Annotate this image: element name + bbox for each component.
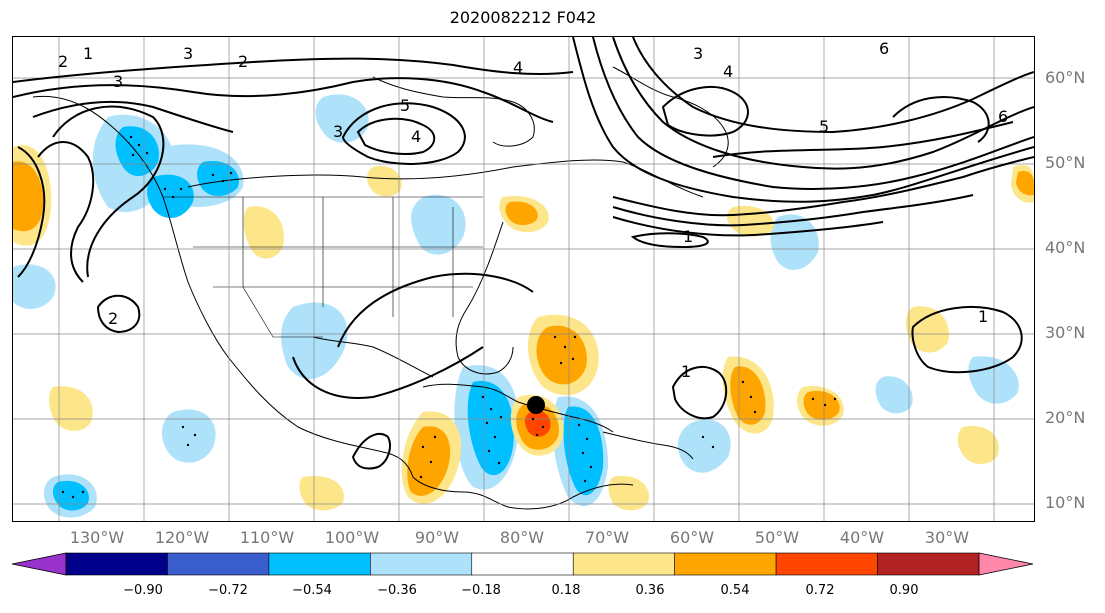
colorbar-segment (775, 552, 878, 576)
colorbar (11, 552, 1034, 576)
colorbar-segment (471, 552, 574, 576)
contour-lines (13, 37, 1034, 470)
colorbar-segment (674, 552, 777, 576)
lon-label-30w: 30°W (924, 528, 970, 547)
colorbar-tick: −0.72 (208, 583, 248, 598)
significance-stipple (61, 135, 837, 499)
contour-label: 1 (83, 44, 93, 63)
colorbar-tick: −0.18 (461, 583, 501, 598)
contour-label: 1 (683, 227, 693, 246)
colorbar-segment (877, 552, 980, 576)
colorbar-tick: −0.54 (292, 583, 332, 598)
contour-label: 3 (693, 44, 703, 63)
contour-label: 4 (513, 58, 523, 77)
colorbar-tick: 0.72 (805, 583, 835, 598)
lon-label-50w: 50°W (754, 528, 800, 547)
contour-label: 6 (879, 39, 889, 58)
colorbar-tick: 0.36 (635, 583, 665, 598)
lon-label-60w: 60°W (669, 528, 715, 547)
lon-label-130w: 130°W (69, 528, 125, 547)
colorbar-segment (65, 552, 168, 576)
contour-label: 6 (998, 107, 1008, 126)
colorbar-segment (370, 552, 473, 576)
colorbar-tick: −0.90 (123, 583, 163, 598)
graticule (13, 37, 1034, 521)
lon-label-70w: 70°W (584, 528, 630, 547)
contour-label: 4 (411, 127, 421, 146)
colorbar-tick: 0.18 (551, 583, 581, 598)
contour-label: 2 (108, 309, 118, 328)
colorbar-segment (572, 552, 675, 576)
contour-label: 1 (681, 362, 691, 381)
contour-label: 3 (333, 122, 343, 141)
contour-label: 5 (400, 96, 410, 115)
map-title: 2020082212 F042 (449, 8, 597, 27)
lat-label-60n: 60°N (1045, 68, 1086, 87)
lon-label-40w: 40°W (839, 528, 885, 547)
shaded-anomalies (13, 94, 1034, 518)
colorbar-extend-low (11, 552, 67, 576)
map-canvas: 1 1 1 1 2 2 2 3 3 3 3 4 4 4 5 5 6 6 (13, 37, 1034, 521)
contour-label: 3 (183, 44, 193, 63)
lat-label-50n: 50°N (1045, 153, 1086, 172)
lon-label-120w: 120°W (154, 528, 210, 547)
lat-label-20n: 20°N (1045, 408, 1086, 427)
contour-label: 2 (238, 52, 248, 71)
political-borders (163, 196, 483, 338)
map-panel: 1 1 1 1 2 2 2 3 3 3 3 4 4 4 5 5 6 6 (12, 36, 1035, 522)
lon-label-90w: 90°W (414, 528, 460, 547)
contour-label: 3 (113, 72, 123, 91)
colorbar-tick: 0.90 (889, 583, 919, 598)
colorbar-segment (167, 552, 270, 576)
colorbar-tick: −0.36 (377, 583, 417, 598)
lon-label-110w: 110°W (239, 528, 295, 547)
colorbar-extend-high (978, 552, 1034, 576)
lat-label-10n: 10°N (1045, 493, 1086, 512)
lat-label-30n: 30°N (1045, 323, 1086, 342)
contour-label-group: 1 1 1 1 2 2 2 3 3 3 3 4 4 4 5 5 6 6 (58, 39, 1008, 381)
lon-label-80w: 80°W (499, 528, 545, 547)
colorbar-segment (268, 552, 371, 576)
contour-label: 5 (819, 117, 829, 136)
contour-label: 4 (723, 62, 733, 81)
contour-label: 2 (58, 52, 68, 71)
storm-center-marker (527, 396, 545, 414)
contour-label: 1 (978, 307, 988, 326)
colorbar-tick: 0.54 (720, 583, 750, 598)
lon-label-100w: 100°W (324, 528, 380, 547)
lat-label-40n: 40°N (1045, 238, 1086, 257)
